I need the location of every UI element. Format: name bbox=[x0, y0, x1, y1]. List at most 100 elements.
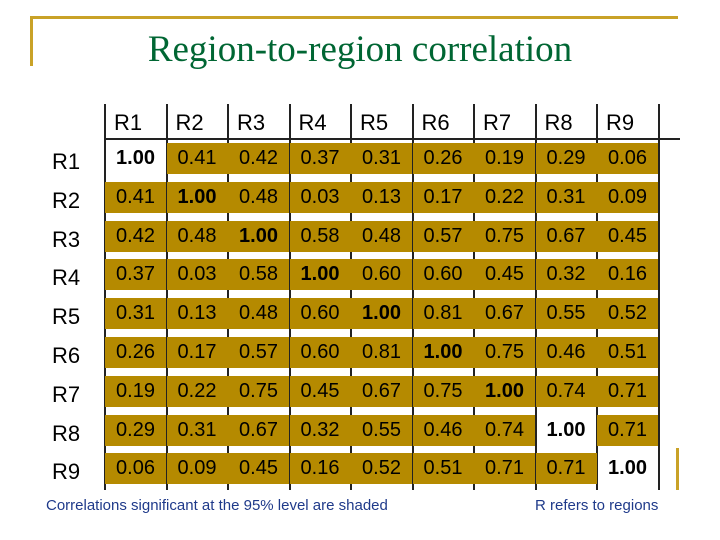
table-cell: 0.57 bbox=[228, 337, 289, 368]
left-accent-line bbox=[30, 16, 33, 66]
table-cell: 0.31 bbox=[105, 298, 166, 330]
table-cell: 0.74 bbox=[474, 414, 535, 446]
table-cell: 0.37 bbox=[289, 143, 351, 174]
column-divider bbox=[350, 104, 352, 490]
table-cell: 0.29 bbox=[535, 143, 597, 174]
table-cell: 0.45 bbox=[474, 259, 535, 291]
table-cell: 0.67 bbox=[474, 298, 535, 330]
table-cell: 0.60 bbox=[412, 259, 474, 291]
table-cell: 0.46 bbox=[535, 337, 597, 368]
table-cell: 0.60 bbox=[351, 259, 412, 291]
table-cell: 0.48 bbox=[228, 298, 289, 330]
table-cell: 0.42 bbox=[228, 143, 289, 174]
table-cell: 0.46 bbox=[412, 414, 474, 446]
table-cell: 0.41 bbox=[166, 143, 228, 174]
table-cell: 0.71 bbox=[597, 375, 658, 407]
table-cell: 1.00 bbox=[166, 181, 228, 213]
table-cell: 0.52 bbox=[597, 298, 658, 330]
table-cell: 0.75 bbox=[474, 220, 535, 252]
table-cell: 0.22 bbox=[474, 181, 535, 213]
table-cell: 0.26 bbox=[412, 143, 474, 174]
table-cell: 0.67 bbox=[351, 375, 412, 407]
table-cell: 0.60 bbox=[289, 337, 351, 368]
table-cell: 0.31 bbox=[166, 414, 228, 446]
table-cell: 0.81 bbox=[412, 298, 474, 330]
column-header: R2 bbox=[175, 110, 204, 135]
row-header: R9 bbox=[52, 459, 81, 485]
row-header: R1 bbox=[52, 149, 81, 174]
table-cell: 0.06 bbox=[597, 143, 658, 174]
top-accent-line bbox=[30, 16, 678, 19]
table-cell: 0.71 bbox=[597, 414, 658, 446]
table-cell: 0.67 bbox=[535, 220, 597, 252]
table-cell: 0.67 bbox=[228, 414, 289, 446]
table-cell: 0.57 bbox=[412, 220, 474, 252]
column-divider bbox=[165, 104, 168, 490]
table-cell: 0.58 bbox=[228, 259, 289, 291]
column-divider bbox=[288, 104, 291, 490]
column-divider bbox=[596, 104, 598, 490]
table-cell: 0.13 bbox=[351, 181, 412, 213]
table-cell: 1.00 bbox=[474, 375, 535, 407]
column-divider bbox=[227, 104, 229, 490]
table-cell: 1.00 bbox=[228, 220, 289, 252]
table-cell: 0.71 bbox=[535, 453, 597, 485]
table-cell: 0.06 bbox=[105, 453, 166, 485]
table-cell: 1.00 bbox=[116, 147, 155, 169]
table-cell: 0.17 bbox=[166, 337, 228, 368]
column-header: R5 bbox=[360, 110, 389, 135]
table-cell: 0.48 bbox=[351, 220, 412, 252]
table-cell: 0.75 bbox=[474, 337, 535, 368]
table-cell: 0.75 bbox=[412, 375, 474, 407]
row-header: R4 bbox=[52, 265, 81, 291]
table-cell: 0.17 bbox=[412, 181, 474, 213]
table-cell: 0.31 bbox=[351, 143, 412, 174]
table-cell: 0.55 bbox=[535, 298, 597, 330]
footnote-shading: Correlations significant at the 95% leve… bbox=[46, 497, 388, 514]
table-cell: 0.48 bbox=[228, 181, 289, 213]
row-header: R3 bbox=[52, 226, 81, 252]
column-divider bbox=[534, 104, 537, 490]
column-header: R9 bbox=[606, 110, 635, 135]
table-cell: 0.16 bbox=[597, 259, 658, 291]
table-cell: 0.22 bbox=[166, 375, 228, 407]
header-divider bbox=[104, 138, 680, 140]
table-cell: 0.60 bbox=[289, 298, 351, 330]
table-cell: 0.31 bbox=[535, 181, 597, 213]
column-header: R8 bbox=[544, 110, 573, 135]
column-header: R6 bbox=[421, 110, 450, 135]
table-cell: 0.26 bbox=[105, 337, 166, 368]
table-cell: 0.51 bbox=[412, 453, 474, 485]
table-cell: 0.19 bbox=[474, 143, 535, 174]
table-cell: 0.48 bbox=[166, 220, 228, 252]
column-divider bbox=[104, 104, 106, 490]
table-cell: 0.13 bbox=[166, 298, 228, 330]
table-cell: 0.29 bbox=[105, 414, 166, 446]
table-cell: 0.03 bbox=[166, 259, 228, 291]
table-cell: 0.52 bbox=[351, 453, 412, 485]
table-cell: 0.41 bbox=[105, 181, 166, 213]
column-header: R7 bbox=[483, 110, 512, 135]
table-cell: 0.16 bbox=[289, 453, 351, 485]
table-cell: 0.45 bbox=[289, 375, 351, 407]
column-header: R1 bbox=[114, 110, 143, 135]
table-cell: 0.71 bbox=[474, 453, 535, 485]
table-cell: 0.74 bbox=[535, 375, 597, 407]
table-cell: 0.81 bbox=[351, 337, 412, 368]
table-cell: 1.00 bbox=[412, 337, 474, 368]
table-cell: 0.42 bbox=[105, 220, 166, 252]
column-header: R4 bbox=[298, 110, 327, 135]
row-header: R6 bbox=[52, 343, 81, 368]
column-divider bbox=[473, 104, 475, 490]
column-header: R3 bbox=[237, 110, 266, 135]
row-header: R7 bbox=[52, 381, 81, 407]
table-cell: 1.00 bbox=[351, 298, 412, 330]
table-cell: 0.37 bbox=[105, 259, 166, 291]
table-cell: 0.51 bbox=[597, 337, 658, 368]
table-cell: 0.58 bbox=[289, 220, 351, 252]
table-cell: 0.09 bbox=[166, 453, 228, 485]
table-cell: 1.00 bbox=[289, 259, 351, 291]
table-cell: 0.45 bbox=[228, 453, 289, 485]
row-header: R8 bbox=[52, 420, 81, 446]
table-cell: 0.75 bbox=[228, 375, 289, 407]
